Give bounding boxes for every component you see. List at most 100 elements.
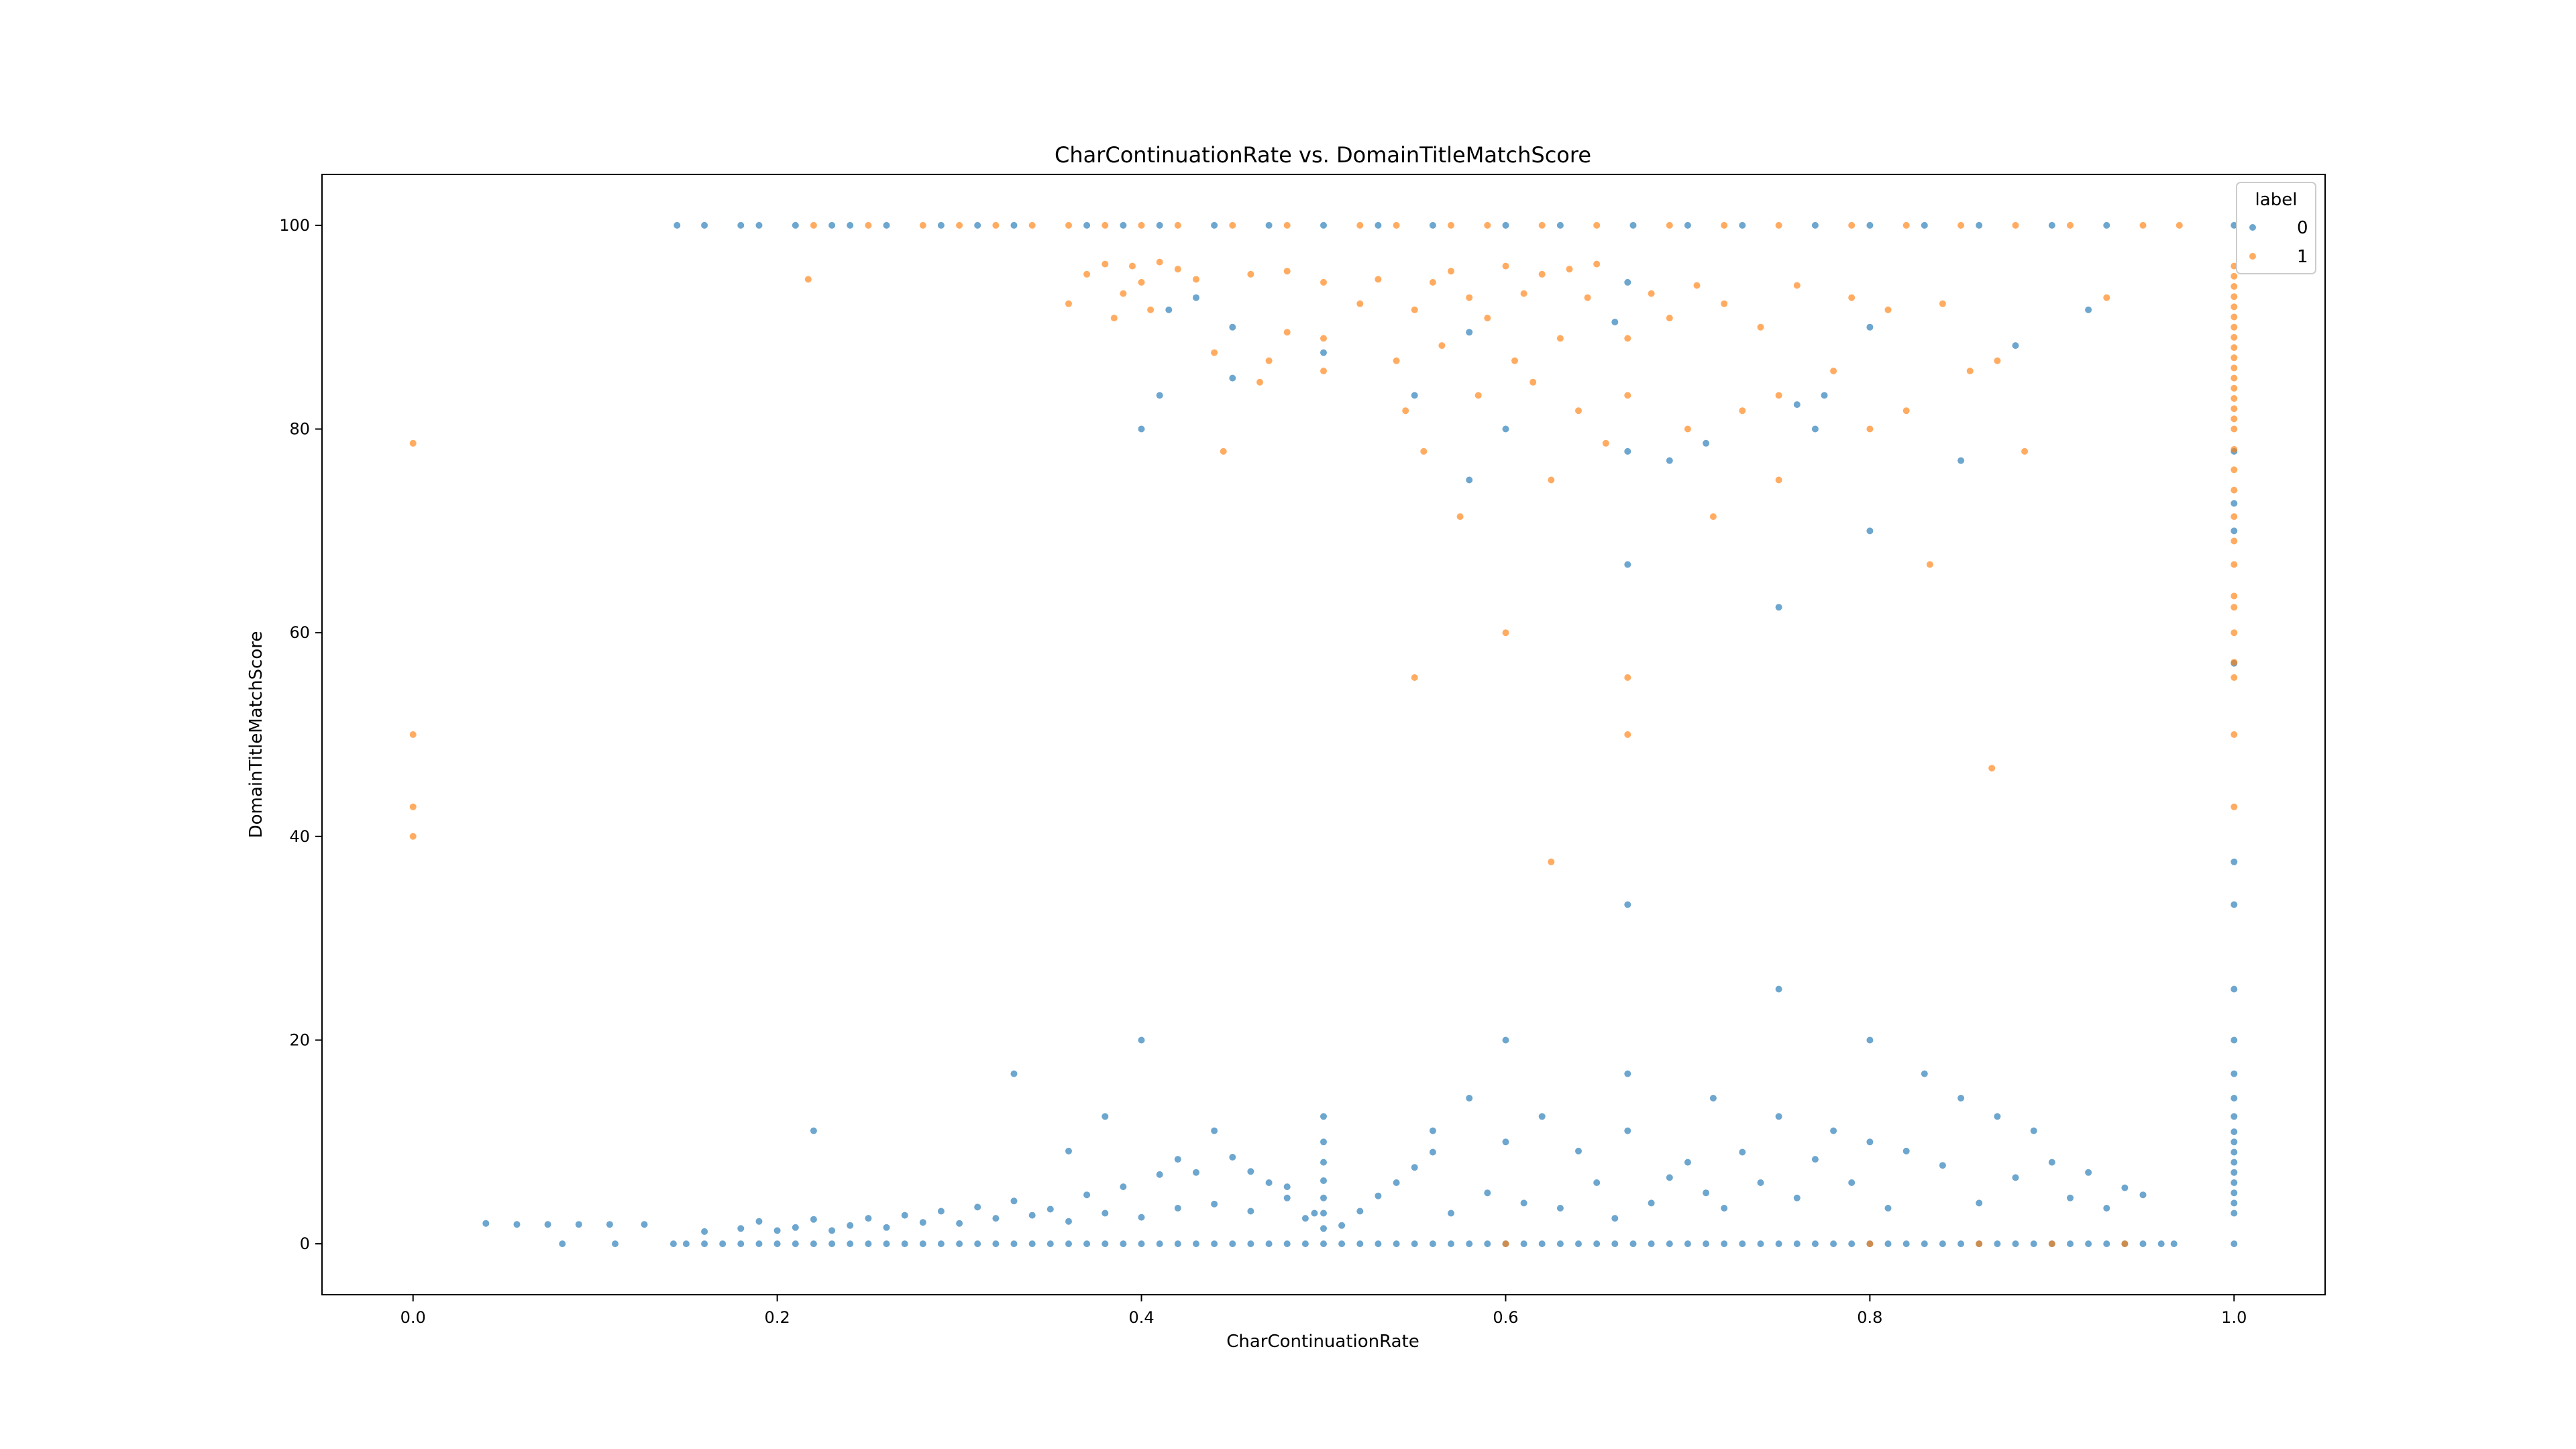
- data-point-label-1: [1994, 357, 2001, 364]
- data-point-label-0: [883, 1240, 890, 1248]
- data-point-label-0: [1921, 1070, 1928, 1077]
- data-point-label-0: [937, 221, 945, 229]
- data-point-label-0: [2231, 1095, 2238, 1102]
- data-point-label-0: [1994, 1113, 2001, 1120]
- data-point-label-1: [2048, 1240, 2055, 1248]
- data-point-label-0: [1484, 1240, 1491, 1248]
- data-point-label-0: [1866, 1138, 1874, 1146]
- data-point-label-0: [1811, 1240, 1819, 1248]
- data-point-label-1: [992, 221, 1000, 229]
- data-point-label-1: [1174, 266, 1181, 273]
- data-point-label-1: [1548, 476, 1555, 484]
- data-point-label-0: [1411, 392, 1418, 399]
- data-point-label-0: [1520, 1240, 1527, 1248]
- data-point-label-1: [1709, 513, 1717, 521]
- data-point-label-0: [2085, 1240, 2092, 1248]
- data-point-label-1: [1320, 368, 1327, 374]
- data-point-label-1: [1538, 221, 1546, 229]
- data-point-label-0: [1775, 1240, 1782, 1248]
- data-point-label-0: [1320, 1225, 1327, 1232]
- data-point-label-0: [1028, 1240, 1036, 1248]
- data-point-label-0: [1739, 1240, 1746, 1248]
- data-point-label-1: [1866, 1240, 1874, 1248]
- data-point-label-0: [1538, 1240, 1546, 1248]
- data-point-label-0: [1102, 1240, 1109, 1248]
- data-point-label-0: [1411, 1164, 1418, 1171]
- data-point-label-0: [1611, 319, 1619, 326]
- data-point-label-0: [2012, 1174, 2019, 1181]
- data-point-label-0: [1703, 439, 1710, 447]
- data-point-label-1: [2231, 364, 2238, 372]
- data-point-label-0: [2231, 1169, 2238, 1176]
- data-point-label-1: [2231, 425, 2238, 433]
- data-point-label-0: [1448, 1210, 1454, 1217]
- data-point-label-1: [1028, 221, 1036, 229]
- data-point-label-0: [1229, 374, 1236, 382]
- data-point-label-0: [1083, 1191, 1091, 1199]
- data-point-label-0: [1247, 1240, 1254, 1248]
- data-point-label-1: [1420, 447, 1428, 455]
- data-point-label-1: [1976, 1240, 1983, 1248]
- data-point-label-0: [2103, 1205, 2110, 1212]
- data-point-label-0: [1356, 1208, 1364, 1215]
- data-point-label-0: [2231, 1036, 2238, 1044]
- data-point-label-0: [901, 1240, 908, 1248]
- data-point-label-0: [1648, 1240, 1655, 1248]
- data-point-label-1: [1102, 260, 1109, 268]
- data-point-label-0: [1624, 1127, 1631, 1134]
- data-point-label-0: [1156, 1240, 1163, 1248]
- data-point-label-1: [810, 221, 817, 229]
- data-point-label-0: [2231, 1199, 2238, 1207]
- data-point-label-0: [1065, 1147, 1072, 1155]
- data-point-label-0: [1393, 1179, 1400, 1186]
- data-point-label-0: [1229, 1240, 1236, 1248]
- data-point-label-1: [1593, 221, 1601, 229]
- data-point-label-1: [1411, 674, 1418, 681]
- data-point-label-0: [974, 1203, 981, 1211]
- data-point-label-1: [1848, 294, 1856, 301]
- chart-title: CharContinuationRate vs. DomainTitleMatc…: [1055, 142, 1591, 168]
- data-point-label-0: [1811, 425, 1819, 433]
- data-point-label-0: [755, 1218, 763, 1225]
- data-point-label-0: [2231, 1240, 2238, 1248]
- data-point-label-1: [2121, 1240, 2129, 1248]
- data-point-label-0: [1957, 1095, 1965, 1102]
- data-point-label-0: [612, 1240, 619, 1248]
- data-point-label-0: [1466, 476, 1473, 484]
- data-point-label-0: [847, 1222, 854, 1229]
- data-point-label-0: [2231, 1113, 2238, 1120]
- data-point-label-0: [1709, 1095, 1717, 1102]
- data-point-label-0: [482, 1220, 490, 1227]
- data-point-label-0: [1301, 1240, 1309, 1248]
- data-point-label-1: [1265, 357, 1273, 364]
- data-point-label-1: [2231, 445, 2238, 453]
- data-point-label-1: [1356, 300, 1364, 307]
- data-point-label-1: [1666, 221, 1673, 229]
- data-point-label-1: [2021, 447, 2029, 455]
- data-point-label-1: [2231, 272, 2238, 280]
- data-point-label-0: [2231, 221, 2238, 229]
- data-point-label-1: [2231, 604, 2238, 611]
- data-point-label-0: [1448, 1240, 1454, 1248]
- data-point-label-0: [544, 1221, 551, 1228]
- data-point-label-0: [2170, 1240, 2178, 1248]
- data-point-label-0: [2048, 1159, 2055, 1166]
- x-tick-label: 0.2: [765, 1308, 790, 1327]
- data-point-label-0: [513, 1221, 521, 1228]
- data-point-label-0: [1338, 1240, 1346, 1248]
- data-point-label-0: [1538, 1113, 1546, 1120]
- data-point-label-0: [1775, 985, 1782, 993]
- data-point-label-1: [1466, 294, 1473, 301]
- data-point-label-0: [1320, 1240, 1327, 1248]
- data-point-label-0: [1520, 1199, 1527, 1207]
- data-point-label-1: [1393, 221, 1400, 229]
- data-point-label-1: [2231, 384, 2238, 392]
- data-point-label-0: [2139, 1191, 2147, 1199]
- data-point-label-0: [2067, 1194, 2074, 1201]
- data-point-label-0: [773, 1240, 781, 1248]
- data-point-label-1: [2231, 313, 2238, 321]
- data-point-label-1: [1120, 290, 1127, 297]
- data-point-label-1: [1147, 306, 1155, 313]
- data-point-label-0: [1793, 1240, 1801, 1248]
